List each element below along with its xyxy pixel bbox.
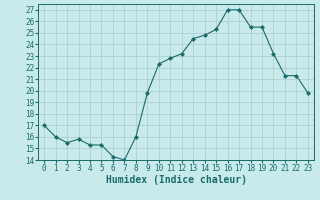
X-axis label: Humidex (Indice chaleur): Humidex (Indice chaleur) (106, 175, 246, 185)
